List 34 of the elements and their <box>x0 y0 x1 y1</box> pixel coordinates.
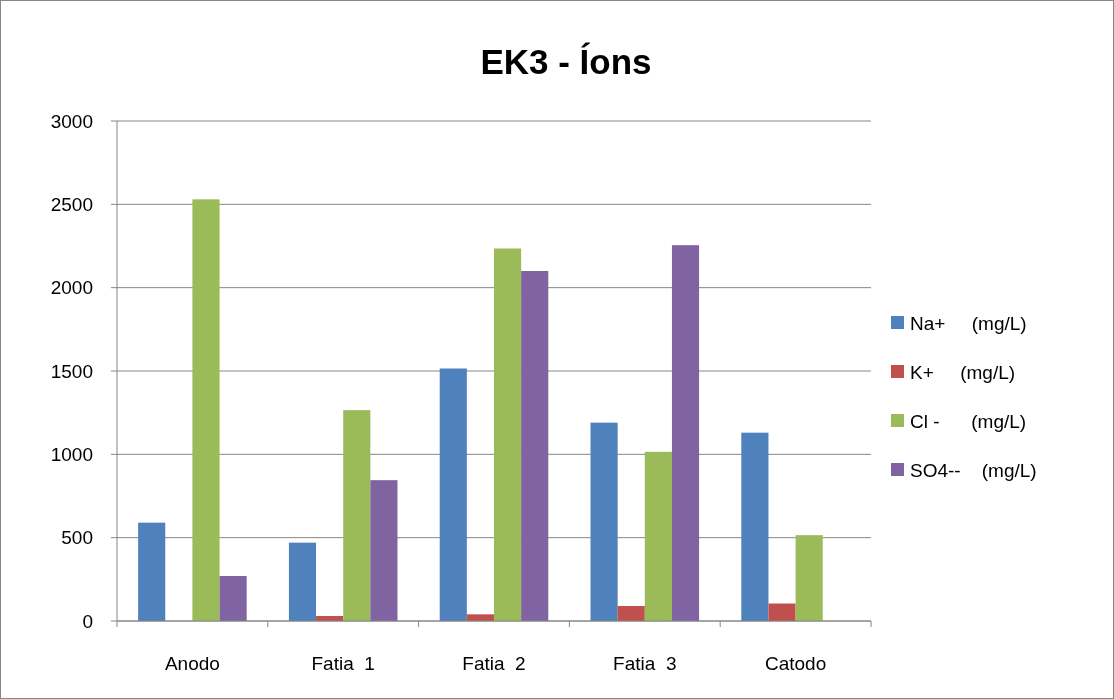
bar <box>288 542 317 621</box>
bar <box>795 535 823 621</box>
x-tick-label: Fatia 2 <box>462 653 526 674</box>
y-tick-label: 1500 <box>50 360 93 382</box>
chart-title: EK3 - Íons <box>480 42 652 81</box>
bar <box>466 614 494 621</box>
y-tick-label: 3000 <box>50 110 93 132</box>
legend-label: K+ (mg/L) <box>910 361 1016 383</box>
x-tick-label: Fatia 1 <box>311 653 375 674</box>
y-tick-label: 2000 <box>50 277 93 299</box>
x-tick-label: Anodo <box>164 653 220 674</box>
x-tick-label: Catodo <box>764 653 827 674</box>
bar <box>741 432 769 621</box>
bar <box>494 248 522 621</box>
y-tick-label: 1000 <box>50 443 93 465</box>
x-tick-label: Fatia 3 <box>613 653 677 674</box>
bar <box>370 480 398 621</box>
bar <box>590 422 618 621</box>
y-tick-label: 2500 <box>50 193 93 215</box>
legend-label: Cl - (mg/L) <box>910 410 1027 432</box>
bar <box>521 271 549 621</box>
bar <box>192 199 220 621</box>
bar <box>644 451 672 621</box>
y-tick-label: 500 <box>61 527 93 549</box>
legend-label: Na+ (mg/L) <box>910 312 1027 334</box>
bar <box>671 245 700 621</box>
legend-label: SO4-- (mg/L) <box>910 459 1037 481</box>
bar <box>343 410 371 621</box>
bar <box>617 606 645 621</box>
y-tick-label: 0 <box>82 610 93 632</box>
bar <box>138 522 166 621</box>
bar <box>439 368 467 621</box>
bar <box>768 603 796 621</box>
bar <box>219 576 247 621</box>
